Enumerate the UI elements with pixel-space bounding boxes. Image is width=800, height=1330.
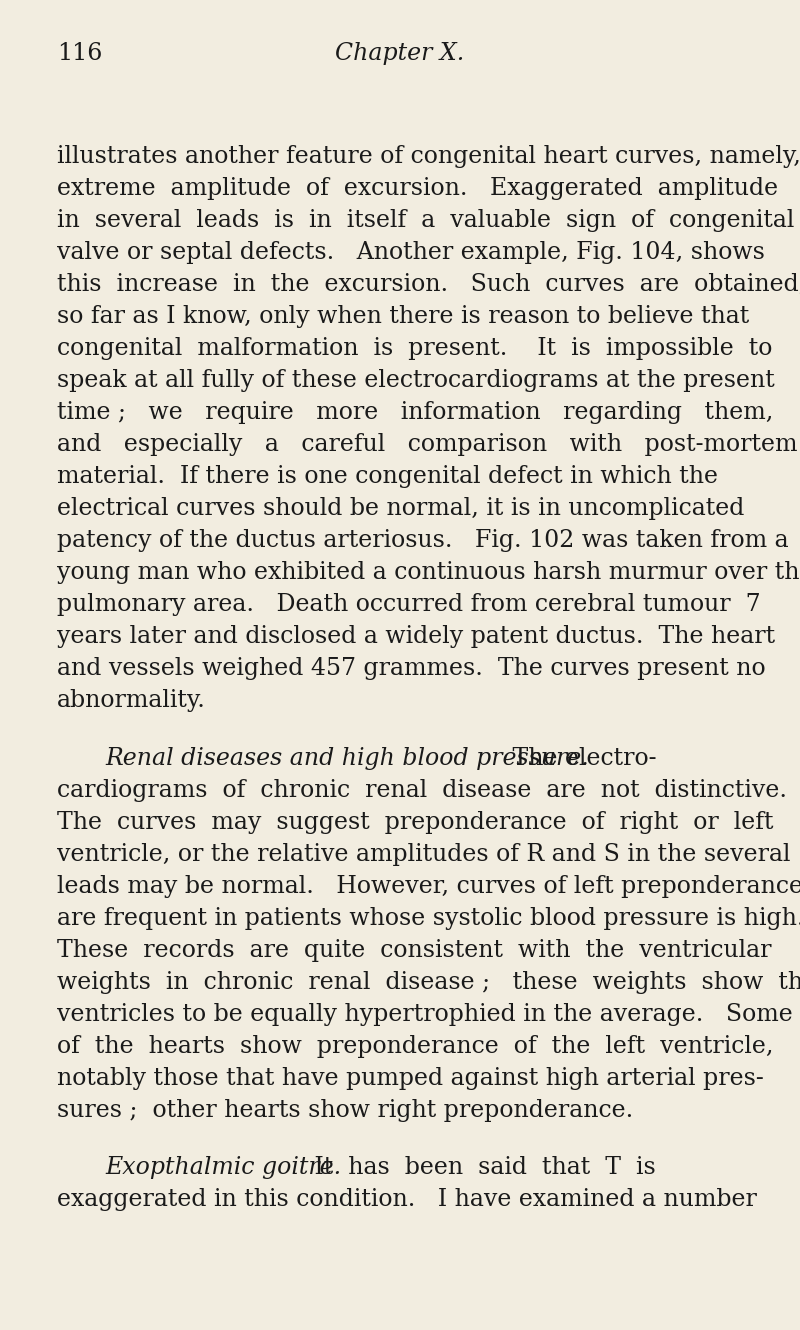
Text: and vessels weighed 457 grammes.  The curves present no: and vessels weighed 457 grammes. The cur… — [57, 657, 766, 680]
Text: ventricles to be equally hypertrophied in the average.   Some: ventricles to be equally hypertrophied i… — [57, 1003, 793, 1025]
Text: It  has  been  said  that  T  is: It has been said that T is — [292, 1156, 656, 1180]
Text: time ;   we   require   more   information   regarding   them,: time ; we require more information regar… — [57, 402, 774, 424]
Text: electrical curves should be normal, it is in uncomplicated: electrical curves should be normal, it i… — [57, 497, 744, 520]
Text: These  records  are  quite  consistent  with  the  ventricular: These records are quite consistent with … — [57, 939, 771, 962]
Text: Exopthalmic goitre.: Exopthalmic goitre. — [105, 1156, 341, 1180]
Text: speak at all fully of these electrocardiograms at the present: speak at all fully of these electrocardi… — [57, 368, 774, 392]
Text: young man who exhibited a continuous harsh murmur over the: young man who exhibited a continuous har… — [57, 561, 800, 584]
Text: this  increase  in  the  excursion.   Such  curves  are  obtained,: this increase in the excursion. Such cur… — [57, 273, 800, 297]
Text: notably those that have pumped against high arterial pres-: notably those that have pumped against h… — [57, 1067, 764, 1089]
Text: ventricle, or the relative amplitudes of R and S in the several: ventricle, or the relative amplitudes of… — [57, 843, 790, 866]
Text: extreme  amplitude  of  excursion.   Exaggerated  amplitude: extreme amplitude of excursion. Exaggera… — [57, 177, 778, 200]
Text: illustrates another feature of congenital heart curves, namely,: illustrates another feature of congenita… — [57, 145, 800, 168]
Text: Renal diseases and high blood pressure.: Renal diseases and high blood pressure. — [105, 746, 589, 770]
Text: 116: 116 — [57, 43, 102, 65]
Text: leads may be normal.   However, curves of left preponderance: leads may be normal. However, curves of … — [57, 875, 800, 898]
Text: so far as I know, only when there is reason to believe that: so far as I know, only when there is rea… — [57, 305, 750, 329]
Text: congenital  malformation  is  present.    It  is  impossible  to: congenital malformation is present. It i… — [57, 336, 772, 360]
Text: exaggerated in this condition.   I have examined a number: exaggerated in this condition. I have ex… — [57, 1188, 757, 1212]
Text: cardiograms  of  chronic  renal  disease  are  not  distinctive.: cardiograms of chronic renal disease are… — [57, 778, 787, 802]
Text: of  the  hearts  show  preponderance  of  the  left  ventricle,: of the hearts show preponderance of the … — [57, 1035, 774, 1057]
Text: sures ;  other hearts show right preponderance.: sures ; other hearts show right preponde… — [57, 1099, 634, 1121]
Text: The  curves  may  suggest  preponderance  of  right  or  left: The curves may suggest preponderance of … — [57, 810, 774, 834]
Text: abnormality.: abnormality. — [57, 689, 206, 712]
Text: The electro-: The electro- — [490, 746, 656, 770]
Text: valve or septal defects.   Another example, Fig. 104, shows: valve or septal defects. Another example… — [57, 241, 765, 263]
Text: years later and disclosed a widely patent ductus.  The heart: years later and disclosed a widely paten… — [57, 625, 775, 648]
Text: patency of the ductus arteriosus.   Fig. 102 was taken from a: patency of the ductus arteriosus. Fig. 1… — [57, 529, 789, 552]
Text: material.  If there is one congenital defect in which the: material. If there is one congenital def… — [57, 465, 718, 488]
Text: are frequent in patients whose systolic blood pressure is high.: are frequent in patients whose systolic … — [57, 907, 800, 930]
Text: and   especially   a   careful   comparison   with   post-mortem: and especially a careful comparison with… — [57, 434, 798, 456]
Text: in  several  leads  is  in  itself  a  valuable  sign  of  congenital: in several leads is in itself a valuable… — [57, 209, 794, 231]
Text: Chapter X.: Chapter X. — [335, 43, 465, 65]
Text: weights  in  chronic  renal  disease ;   these  weights  show  the: weights in chronic renal disease ; these… — [57, 971, 800, 994]
Text: pulmonary area.   Death occurred from cerebral tumour  7: pulmonary area. Death occurred from cere… — [57, 593, 761, 616]
